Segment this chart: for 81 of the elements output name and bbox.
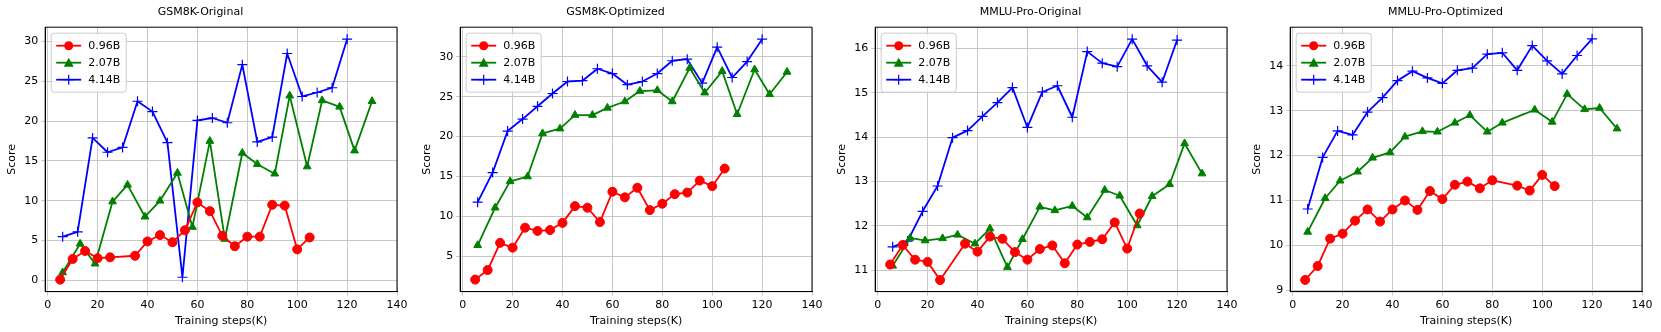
- x-tick-label: 80: [655, 298, 670, 312]
- legend-label: 0.96B: [918, 38, 951, 52]
- y-tick-label: 14: [854, 130, 869, 144]
- x-tick-label: 80: [1070, 298, 1085, 312]
- y-tick-label: 13: [854, 174, 869, 188]
- y-tick-label: 20: [24, 114, 39, 128]
- y-tick-label: 11: [854, 263, 869, 277]
- y-tick-label: 12: [854, 218, 869, 232]
- x-tick-label: 80: [240, 298, 255, 312]
- legend-label: 4.14B: [88, 72, 121, 86]
- x-tick-label: 100: [1531, 298, 1553, 312]
- x-tick-label: 80: [1485, 298, 1500, 312]
- y-tick-label: 16: [854, 41, 869, 55]
- y-tick-label: 30: [439, 49, 454, 63]
- x-tick-label: 40: [140, 298, 155, 312]
- x-axis-title: Training steps(K): [173, 314, 268, 328]
- x-tick-label: 60: [190, 298, 205, 312]
- x-tick-label: 120: [336, 298, 358, 312]
- x-tick-label: 0: [874, 298, 882, 312]
- x-tick-label: 60: [1435, 298, 1450, 312]
- legend-label: 0.96B: [1333, 38, 1366, 52]
- x-tick-label: 140: [801, 298, 823, 312]
- x-tick-label: 120: [1166, 298, 1188, 312]
- y-tick-label: 15: [439, 169, 454, 183]
- legend-label: 4.14B: [503, 72, 536, 86]
- y-axis-title: Score: [835, 143, 849, 175]
- x-tick-label: 0: [459, 298, 467, 312]
- y-tick-label: 30: [24, 34, 39, 48]
- y-tick-label: 15: [24, 153, 39, 167]
- legend-label: 2.07B: [918, 55, 951, 69]
- y-tick-label: 11: [1269, 193, 1284, 207]
- legend-label: 2.07B: [88, 55, 121, 69]
- y-tick-label: 10: [24, 193, 39, 207]
- x-tick-label: 100: [701, 298, 723, 312]
- y-axis-title: Score: [1250, 143, 1264, 175]
- x-tick-label: 20: [90, 298, 105, 312]
- y-tick-label: 12: [1269, 148, 1284, 162]
- y-tick-label: 10: [1269, 238, 1284, 252]
- x-tick-label: 0: [44, 298, 52, 312]
- y-tick-label: 9: [1276, 283, 1284, 297]
- x-tick-label: 20: [505, 298, 520, 312]
- x-axis-title: Training steps(K): [1003, 314, 1098, 328]
- y-tick-label: 25: [24, 74, 39, 88]
- x-tick-label: 140: [386, 298, 408, 312]
- x-tick-label: 40: [555, 298, 570, 312]
- x-axis-title: Training steps(K): [1418, 314, 1513, 328]
- x-tick-label: 100: [286, 298, 308, 312]
- x-tick-label: 0: [1289, 298, 1297, 312]
- x-tick-label: 60: [605, 298, 620, 312]
- y-tick-label: 5: [446, 249, 454, 263]
- legend-label: 4.14B: [1333, 72, 1366, 86]
- x-axis-title: Training steps(K): [588, 314, 683, 328]
- y-tick-label: 20: [439, 129, 454, 143]
- legend-label: 2.07B: [503, 55, 536, 69]
- x-tick-label: 20: [1335, 298, 1350, 312]
- x-tick-label: 140: [1631, 298, 1653, 312]
- y-tick-label: 5: [31, 233, 39, 247]
- x-tick-label: 120: [1581, 298, 1603, 312]
- chart-title: MMLU-Pro-Optimized: [1388, 5, 1503, 19]
- chart-title: MMLU-Pro-Original: [979, 5, 1082, 19]
- x-tick-label: 60: [1020, 298, 1035, 312]
- x-tick-label: 140: [1216, 298, 1238, 312]
- y-tick-label: 15: [854, 85, 869, 99]
- x-tick-label: 20: [920, 298, 935, 312]
- x-tick-label: 40: [970, 298, 985, 312]
- y-tick-label: 25: [439, 89, 454, 103]
- x-tick-label: 100: [1116, 298, 1138, 312]
- y-tick-label: 13: [1269, 103, 1284, 117]
- y-axis-title: Score: [420, 143, 434, 175]
- x-tick-label: 120: [751, 298, 773, 312]
- legend-label: 4.14B: [918, 72, 951, 86]
- legend-label: 0.96B: [88, 38, 121, 52]
- chart-title: GSM8K-Optimized: [566, 5, 665, 19]
- y-tick-label: 10: [439, 209, 454, 223]
- legend-label: 0.96B: [503, 38, 536, 52]
- y-tick-label: 0: [31, 273, 39, 287]
- legend-label: 2.07B: [1333, 55, 1366, 69]
- x-tick-label: 40: [1385, 298, 1400, 312]
- y-axis-title: Score: [5, 143, 19, 175]
- y-tick-label: 14: [1269, 58, 1284, 72]
- chart-title: GSM8K-Original: [157, 5, 244, 19]
